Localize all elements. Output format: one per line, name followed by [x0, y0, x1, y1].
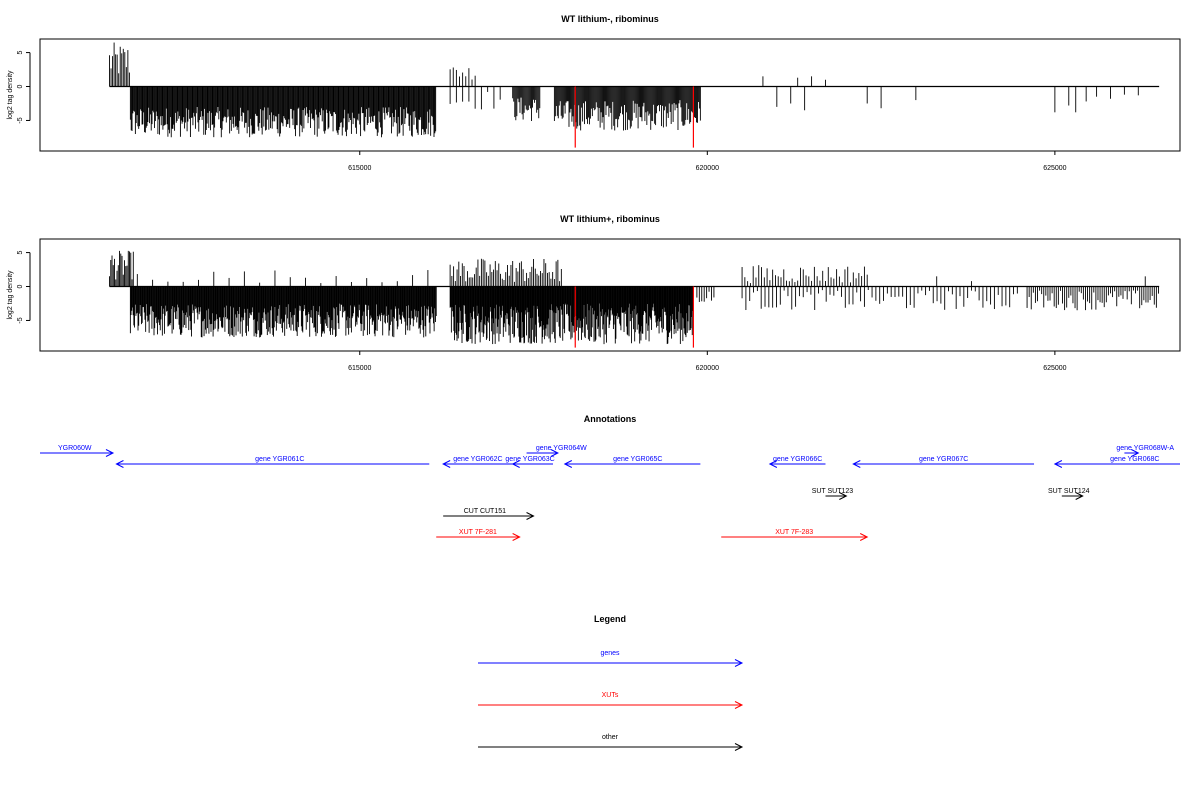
x-tick-label: 615000 — [348, 165, 371, 172]
annotation-feature: gene YGR068C — [1053, 456, 1180, 468]
y-tick-label: 5 — [17, 251, 24, 255]
feature-label: gene YGR061C — [255, 456, 304, 463]
feature-label: gene YGR064W — [536, 445, 587, 452]
annotation-feature: gene YGR065C — [563, 456, 701, 468]
feature-label: gene YGR068C — [1110, 456, 1159, 463]
feature-arrowhead — [768, 460, 778, 468]
legend-arrowhead — [734, 743, 744, 751]
feature-label: gene YGR066C — [773, 456, 822, 463]
y-tick-label: -5 — [17, 117, 24, 123]
feature-label: YGR060W — [58, 445, 92, 452]
feature-arrowhead — [442, 460, 451, 468]
legend-arrowhead — [734, 701, 744, 709]
feature-label: gene YGR067C — [919, 456, 968, 463]
annotation-feature: gene YGR068W-A — [1116, 445, 1174, 457]
x-tick-label: 625000 — [1043, 365, 1066, 372]
annotation-feature: gene YGR067C — [852, 456, 1035, 468]
feature-arrowhead — [550, 449, 559, 457]
annotation-feature: gene YGR066C — [768, 456, 826, 468]
legend-item: genes — [478, 650, 744, 667]
feature-label: XUT 7F-281 — [459, 529, 497, 536]
legend-item: other — [478, 734, 744, 751]
track-1-x-axis: 615000 620000 625000 — [348, 151, 1067, 172]
track-2-ylabel: log2 tag density — [7, 270, 14, 320]
annotation-feature: gene YGR062C — [442, 456, 520, 468]
legend-arrowhead — [734, 659, 744, 667]
track-1-y-axis: -5 0 5 — [17, 51, 31, 124]
annotation-feature: YGR060W — [40, 445, 115, 457]
track-lithium-plus: WT lithium+, ribominus log2 tag density … — [7, 214, 1181, 372]
annotations-panel: Annotations YGR060W gene YGR061C gene YGR0… — [40, 414, 1180, 541]
feature-arrowhead — [563, 460, 573, 468]
y-tick-label: 5 — [17, 51, 24, 55]
annotation-feature: gene YGR061C — [115, 456, 430, 468]
feature-label: gene YGR068W-A — [1116, 445, 1174, 452]
track-1-title: WT lithium-, ribominus — [561, 14, 659, 24]
legend-items: genes XUTs other — [478, 650, 744, 751]
feature-label: CUT CUT151 — [464, 508, 506, 515]
feature-arrowhead — [115, 460, 124, 468]
x-tick-label: 620000 — [696, 365, 719, 372]
feature-label: SUT SUT124 — [1048, 488, 1090, 495]
y-tick-label: 0 — [17, 284, 24, 288]
feature-label: gene YGR065C — [613, 456, 662, 463]
track-2-bars — [109, 250, 1160, 348]
feature-arrowhead — [1053, 460, 1063, 468]
x-tick-label: 615000 — [348, 365, 371, 372]
legend-label: other — [602, 734, 619, 741]
feature-label: gene YGR062C — [453, 456, 502, 463]
feature-arrowhead — [852, 460, 861, 468]
legend-label: XUTs — [602, 692, 619, 699]
track-1-bars — [109, 42, 1160, 148]
legend-title: Legend — [594, 614, 626, 624]
feature-arrowhead — [1131, 449, 1140, 457]
feature-label: gene YGR063C — [505, 456, 554, 463]
annotations-title: Annotations — [584, 414, 637, 424]
feature-arrowhead — [511, 460, 520, 468]
legend-item: XUTs — [478, 692, 744, 709]
track-2-plot-box — [39, 238, 1181, 352]
feature-arrowhead — [839, 492, 848, 500]
feature-arrowhead — [859, 533, 869, 541]
annotation-feature: SUT SUT123 — [812, 488, 854, 500]
feature-arrowhead — [1075, 492, 1084, 500]
annotation-feature: gene YGR064W — [526, 445, 587, 457]
track-1-ylabel: log2 tag density — [7, 70, 14, 120]
feature-arrowhead — [526, 512, 535, 520]
feature-arrowhead — [105, 449, 115, 457]
x-tick-label: 625000 — [1043, 165, 1066, 172]
annotation-feature: CUT CUT151 — [443, 508, 535, 520]
feature-label: XUT 7F-283 — [775, 529, 813, 536]
y-tick-label: -5 — [17, 317, 24, 323]
feature-arrowhead — [512, 533, 521, 541]
x-tick-label: 620000 — [696, 165, 719, 172]
track-2-x-axis: 615000 620000 625000 — [348, 351, 1067, 372]
feature-label: SUT SUT123 — [812, 488, 854, 495]
annotation-feature: XUT 7F-283 — [721, 529, 869, 541]
track-lithium-minus: WT lithium-, ribominus log2 tag density … — [7, 14, 1181, 172]
track-1-plot-box — [39, 38, 1181, 152]
legend-label: genes — [600, 650, 620, 657]
annotation-feature: SUT SUT124 — [1048, 488, 1090, 500]
track-2-title: WT lithium+, ribominus — [560, 214, 660, 224]
annotation-feature: XUT 7F-281 — [436, 529, 521, 541]
annotation-feature: gene YGR063C — [505, 456, 555, 468]
legend-panel: Legend genes XUTs other — [478, 614, 744, 751]
y-tick-label: 0 — [17, 84, 24, 88]
track-2-y-axis: -5 0 5 — [17, 251, 31, 324]
